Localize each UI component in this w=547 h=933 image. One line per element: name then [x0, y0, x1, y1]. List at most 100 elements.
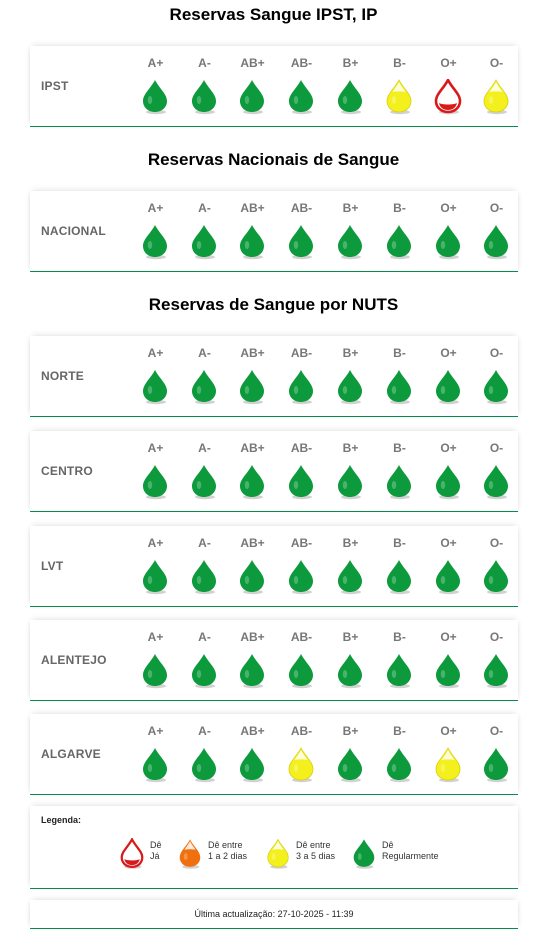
blood-type-label: B- [393, 346, 406, 360]
blood-type-a-pos: A+ [131, 620, 180, 700]
green-drop-icon [436, 560, 460, 595]
blood-type-b-pos: B+ [326, 526, 375, 606]
blood-type-o-neg: O- [472, 431, 521, 511]
legend-item-text: Dê entre 1 a 2 dias [208, 840, 248, 861]
blood-type-o-neg: O- [472, 191, 521, 271]
green-drop-icon [387, 370, 411, 405]
green-drop-icon [143, 370, 167, 405]
green-drop-icon [192, 225, 216, 260]
green-drop-icon [240, 225, 264, 260]
blood-type-b-pos: B+ [326, 431, 375, 511]
blood-type-label: O- [489, 201, 504, 215]
blood-type-o-neg: O- [472, 620, 521, 700]
blood-type-label: AB+ [240, 724, 265, 738]
green-drop-icon [387, 560, 411, 595]
green-drop-icon [387, 654, 411, 689]
legend-panel: Legenda: Dê Já Dê entre 1 a 2 dias Dê entre 3 … [30, 806, 518, 889]
blood-type-a-pos: A+ [131, 336, 180, 416]
green-drop-icon [240, 560, 264, 595]
blood-type-ab-pos: AB+ [228, 191, 277, 271]
green-drop-icon [192, 654, 216, 689]
blood-type-label: O+ [440, 630, 457, 644]
blood-type-label: O- [489, 346, 504, 360]
green-drop-icon [192, 370, 216, 405]
blood-type-a-neg: A- [180, 336, 229, 416]
blood-type-a-pos: A+ [131, 526, 180, 606]
blood-type-list: A+ A- AB+ AB- B+ B- O+ O- [131, 714, 523, 794]
green-drop-icon [387, 465, 411, 500]
yellow-drop-icon [267, 838, 289, 869]
green-drop-icon [484, 370, 508, 405]
reserve-row-ipst: IPST A+ A- AB+ AB- B+ B- O+ O- [30, 46, 518, 127]
blood-type-label: A- [198, 630, 211, 644]
blood-type-o-neg: O- [472, 526, 521, 606]
blood-type-ab-neg: AB- [277, 714, 326, 794]
blood-type-list: A+ A- AB+ AB- B+ B- O+ O- [131, 191, 523, 271]
green-drop-icon [143, 225, 167, 260]
blood-type-label: B+ [342, 346, 359, 360]
blood-type-list: A+ A- AB+ AB- B+ B- O+ O- [131, 620, 523, 700]
blood-type-o-pos: O+ [424, 46, 473, 126]
blood-type-label: O- [489, 724, 504, 738]
green-drop-icon [289, 80, 313, 115]
blood-type-ab-neg: AB- [277, 526, 326, 606]
blood-type-label: AB+ [240, 536, 265, 550]
green-drop-icon [338, 465, 362, 500]
blood-type-a-pos: A+ [131, 714, 180, 794]
green-drop-icon [387, 748, 411, 783]
green-drop-icon [436, 465, 460, 500]
blood-type-b-pos: B+ [326, 191, 375, 271]
blood-type-list: A+ A- AB+ AB- B+ B- O+ O- [131, 526, 523, 606]
reserve-row-centro: CENTRO A+ A- AB+ AB- B+ B- O+ O- [30, 431, 518, 512]
reserve-row-alentejo: ALENTEJO A+ A- AB+ AB- B+ B- O+ O- [30, 620, 518, 701]
blood-type-label: B+ [342, 630, 359, 644]
reserve-row-algarve: ALGARVE A+ A- AB+ AB- B+ B- O+ O- [30, 714, 518, 795]
region-name: ALGARVE [41, 747, 101, 761]
blood-type-o-neg: O- [472, 336, 521, 416]
blood-type-label: AB- [290, 630, 313, 644]
blood-type-o-pos: O+ [424, 336, 473, 416]
red-drop-icon [120, 838, 144, 869]
blood-type-label: B- [393, 201, 406, 215]
blood-type-label: A- [198, 346, 211, 360]
blood-type-ab-neg: AB- [277, 46, 326, 126]
green-drop-icon [240, 370, 264, 405]
blood-type-label: AB- [290, 346, 313, 360]
green-drop-icon [436, 370, 460, 405]
blood-type-label: A+ [147, 630, 164, 644]
blood-type-b-neg: B- [375, 191, 424, 271]
blood-type-o-pos: O+ [424, 191, 473, 271]
blood-type-label: B+ [342, 441, 359, 455]
blood-type-b-pos: B+ [326, 336, 375, 416]
blood-type-label: B- [393, 536, 406, 550]
green-drop-icon [192, 748, 216, 783]
blood-type-label: B- [393, 724, 406, 738]
blood-type-label: B- [393, 441, 406, 455]
blood-type-label: O+ [440, 201, 457, 215]
legend-item-text: Dê entre 3 a 5 dias [296, 840, 336, 861]
green-drop-icon [289, 654, 313, 689]
nuts-title: Reservas de Sangue por NUTS [148, 295, 399, 314]
blood-type-ab-pos: AB+ [228, 526, 277, 606]
blood-type-a-neg: A- [180, 714, 229, 794]
region-name: NACIONAL [41, 224, 106, 238]
blood-type-label: O- [489, 630, 504, 644]
green-drop-icon [240, 465, 264, 500]
green-drop-icon [484, 748, 508, 783]
ipst-title: Reservas Sangue IPST, IP [169, 5, 378, 24]
last-update-bar: Última actualização: 27-10-2025 - 11:39 [30, 900, 518, 929]
red-drop-icon [434, 79, 462, 115]
last-update-text: Última actualização: 27-10-2025 - 11:39 [194, 909, 354, 919]
blood-type-o-pos: O+ [424, 431, 473, 511]
blood-type-label: AB+ [240, 346, 265, 360]
blood-type-list: A+ A- AB+ AB- B+ B- O+ O- [131, 336, 523, 416]
blood-type-list: A+ A- AB+ AB- B+ B- O+ O- [131, 431, 523, 511]
reserve-row-norte: NORTE A+ A- AB+ AB- B+ B- O+ O- [30, 336, 518, 417]
blood-type-label: A- [198, 56, 211, 70]
blood-type-label: AB- [290, 724, 313, 738]
legend-item-text: Dê Já [150, 840, 162, 861]
blood-type-label: A- [198, 724, 211, 738]
blood-type-a-neg: A- [180, 191, 229, 271]
blood-type-o-pos: O+ [424, 620, 473, 700]
green-drop-icon [143, 654, 167, 689]
